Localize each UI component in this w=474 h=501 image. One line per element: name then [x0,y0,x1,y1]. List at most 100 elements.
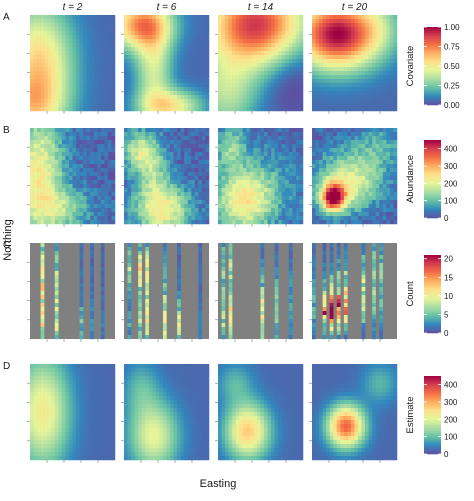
heat-cell [181,156,185,160]
heat-cell [340,220,344,224]
colorbar-segment [424,156,441,158]
heat-cell [362,99,366,103]
heat-cell [135,188,139,192]
heat-cell [149,83,153,87]
heat-cell [149,59,153,63]
heat-cell [167,160,171,164]
heat-cell [261,164,265,168]
heat-cell [268,200,272,204]
heat-cell [340,75,344,79]
heat-cell [232,91,236,95]
heat-cell [372,39,376,43]
heat-cell [41,95,45,99]
heat-cell [365,75,369,79]
heat-cell [261,47,265,51]
heat-cell [205,31,209,35]
heat-cell [138,95,142,99]
heat-cell [167,67,171,71]
heat-cell [51,27,55,31]
heat-cell [76,87,80,91]
heat-cell [152,35,156,39]
heat-cell [312,152,316,156]
heat-cell [351,152,355,156]
heat-cell [225,204,229,208]
heat-cell [184,15,188,19]
heat-cell [138,184,142,188]
heat-cell [34,176,38,180]
heat-cell [222,148,226,152]
heat-cell [80,99,84,103]
count-cell [128,319,132,323]
heat-cell [239,75,243,79]
heat-cell [261,192,265,196]
heat-cell [131,208,135,212]
heat-cell [152,75,156,79]
heat-cell [236,107,240,111]
heat-cell [174,23,178,27]
heat-cell [170,188,174,192]
heat-cell [316,192,320,196]
heat-cell [239,71,243,75]
heat-cell [83,79,87,83]
heat-cell [101,55,105,59]
heat-cell [128,172,132,176]
heat-cell [191,79,195,83]
heat-cell [275,152,279,156]
heat-cell [55,55,59,59]
heat-cell [285,132,289,136]
heat-cell [48,95,52,99]
heat-cell [289,212,293,216]
heat-cell [365,79,369,83]
heat-cell [253,208,257,212]
heat-cell [51,128,55,132]
heat-cell [246,180,250,184]
heat-cell [222,71,226,75]
heat-cell [326,204,330,208]
heat-cell [393,176,397,180]
heat-cell [222,91,226,95]
heat-cell [30,152,34,156]
heat-cell [278,200,282,204]
heat-cell [236,95,240,99]
heat-cell [167,23,171,27]
heat-cell [128,27,132,31]
heat-cell [80,188,84,192]
count-cell [138,243,142,247]
heat-cell [191,55,195,59]
heat-cell [69,176,73,180]
heat-cell [69,144,73,148]
heat-cell [62,164,66,168]
heat-cell [383,128,387,132]
heat-cell [232,164,236,168]
heat-cell [30,140,34,144]
heat-cell [239,67,243,71]
heat-cell [58,39,62,43]
heat-cell [76,103,80,107]
heat-cell [383,39,387,43]
heat-cell [58,43,62,47]
heat-cell [191,192,195,196]
heat-cell [271,19,275,23]
heat-cell [390,172,394,176]
heat-cell [296,91,300,95]
heat-cell [323,220,327,224]
heat-cell [261,176,265,180]
heat-cell [372,71,376,75]
heat-cell [41,152,45,156]
heat-cell [282,27,286,31]
heat-cell [289,160,293,164]
heat-cell [73,128,77,132]
heat-cell [232,172,236,176]
heat-cell [202,19,206,23]
heat-cell [312,15,316,19]
heat-cell [30,136,34,140]
heat-cell [69,200,73,204]
heat-cell [62,99,66,103]
heat-cell [62,83,66,87]
heat-cell [344,132,348,136]
heat-cell [292,172,296,176]
heat-cell [170,200,174,204]
heat-cell [289,103,293,107]
heat-cell [48,103,52,107]
heat-cell [177,67,181,71]
